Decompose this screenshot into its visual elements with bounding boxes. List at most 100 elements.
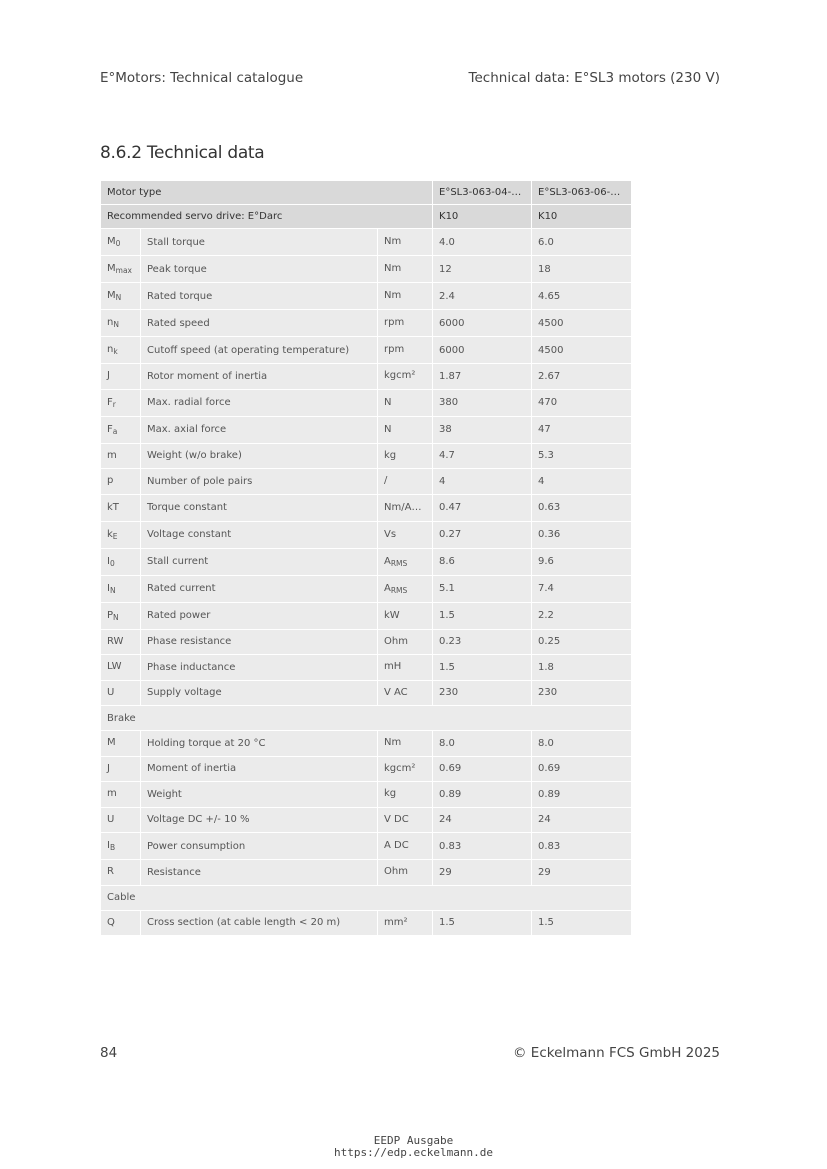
section-title: 8.6.2 Technical data <box>100 143 265 163</box>
unit-subscript: RMS <box>390 585 408 595</box>
value-1: 0.83 <box>432 832 533 860</box>
unit: A DC <box>376 832 434 860</box>
unit-text: / <box>384 475 388 487</box>
section-label: Cable <box>99 884 633 911</box>
symbol-text: M <box>107 737 116 749</box>
value-1: 2.4 <box>432 282 533 310</box>
value-1: 38 <box>432 415 533 444</box>
value-1: 1.5 <box>432 909 533 936</box>
symbol-text: RW <box>107 635 124 647</box>
symbol: nk <box>100 336 141 364</box>
unit-text: V DC <box>384 813 409 825</box>
unit-text: Nm <box>384 737 402 749</box>
table-row: J Moment of inertia kgcm² 0.69 0.69 <box>100 755 633 782</box>
symbol-text: J <box>107 370 110 382</box>
value-1: 0.69 <box>432 755 533 782</box>
table-row: Fr Max. radial force N 380 470 <box>100 388 633 417</box>
symbol: m <box>100 442 141 469</box>
symbol: kT <box>100 493 141 522</box>
parameter-name: Cutoff speed (at operating temperature) <box>140 336 378 364</box>
value-2: 8.0 <box>531 730 633 757</box>
symbol-text: M <box>107 236 116 247</box>
value-2: 1.5 <box>531 909 633 936</box>
unit: rpm <box>376 336 434 364</box>
unit-text: Ohm <box>384 635 408 647</box>
unit: kW <box>376 601 434 630</box>
unit: Nm <box>376 730 434 757</box>
symbol-subscript: r <box>112 399 116 409</box>
table-row: Mmax Peak torque Nm 12 18 <box>100 255 633 283</box>
value-2: 4.65 <box>531 282 633 310</box>
value-2: 0.25 <box>531 628 633 655</box>
unit-text: kg <box>384 788 397 800</box>
table-row: m Weight (w/o brake) kg 4.7 5.3 <box>100 442 633 469</box>
unit-text: Nm <box>384 290 402 301</box>
table-row: nN Rated speed rpm 6000 4500 <box>100 309 633 337</box>
symbol-text: J <box>107 762 110 774</box>
symbol: U <box>100 806 141 833</box>
unit-text: Nm/A <box>384 501 412 513</box>
symbol-subscript: a <box>112 426 118 436</box>
value-2: 5.3 <box>531 442 633 469</box>
value-2: 29 <box>531 859 633 886</box>
symbol: MN <box>100 282 141 310</box>
unit-text: kW <box>384 609 400 621</box>
value-2: 0.89 <box>531 781 633 808</box>
symbol-subscript: B <box>109 843 116 852</box>
symbol-text: m <box>107 449 117 461</box>
unit-text: Nm <box>384 236 402 247</box>
symbol: Q <box>100 909 141 936</box>
header-right: Technical data: E°SL3 motors (230 V) <box>468 70 720 86</box>
unit: kgcm² <box>376 363 434 390</box>
symbol-subscript: k <box>113 347 118 356</box>
symbol-text: U <box>107 686 115 698</box>
table-row: Fa Max. axial force N 38 47 <box>100 415 633 444</box>
drive-2: K10 <box>531 204 633 229</box>
symbol-text: M <box>107 263 116 274</box>
symbol: M <box>100 730 141 757</box>
unit: Ohm <box>376 859 434 886</box>
symbol-text: p <box>107 475 114 487</box>
value-1: 230 <box>432 679 533 706</box>
table-row: M0 Stall torque Nm 4.0 6.0 <box>100 228 633 256</box>
motor-type-row: Motor type E°SL3-063-04-60… E°SL3-063-06… <box>99 180 633 205</box>
symbol: kE <box>100 520 141 549</box>
stamp-line-1: EEDP Ausgabe <box>373 1134 454 1147</box>
symbol: LW <box>100 654 141 681</box>
unit: kg <box>376 781 434 808</box>
unit: N <box>376 415 434 444</box>
table-row: U Voltage DC +/- 10 % V DC 24 24 <box>100 806 633 833</box>
parameter-name: Weight (w/o brake) <box>140 442 378 469</box>
symbol: m <box>100 781 141 808</box>
value-1: 1.87 <box>432 363 533 390</box>
unit: V AC <box>376 679 434 706</box>
value-1: 4 <box>432 468 533 495</box>
value-2: 47 <box>531 415 633 444</box>
unit-text: rpm <box>384 317 405 328</box>
parameter-name: Holding torque at 20 °C <box>140 730 378 757</box>
value-1: 1.5 <box>432 601 533 630</box>
unit-text: rpm <box>384 344 405 355</box>
symbol-subscript: E <box>112 531 118 541</box>
value-2: 4 <box>531 468 633 495</box>
unit-text: Nm <box>384 263 402 274</box>
table-row: IN Rated current ARMS 5.1 7.4 <box>100 574 633 603</box>
parameter-name: Phase inductance <box>140 654 378 681</box>
symbol-subscript: N <box>113 612 119 622</box>
value-1: 6000 <box>432 309 533 337</box>
table-row: PN Rated power kW 1.5 2.2 <box>100 601 633 630</box>
symbol: PN <box>100 601 141 630</box>
value-1: 29 <box>432 859 533 886</box>
unit-text: kg <box>384 449 397 461</box>
unit-subscript: RMS <box>390 558 408 568</box>
parameter-name: Max. axial force <box>140 415 378 444</box>
parameter-name: Weight <box>140 781 378 808</box>
value-2: 2.67 <box>531 363 633 390</box>
symbol: I0 <box>100 547 141 576</box>
section-row: Brake <box>99 705 633 731</box>
header-left: E°Motors: Technical catalogue <box>100 70 304 86</box>
value-1: 4.7 <box>432 442 533 469</box>
unit: Nm/ARMS <box>376 493 434 522</box>
unit-text: N <box>384 423 392 435</box>
symbol: p <box>100 468 141 495</box>
